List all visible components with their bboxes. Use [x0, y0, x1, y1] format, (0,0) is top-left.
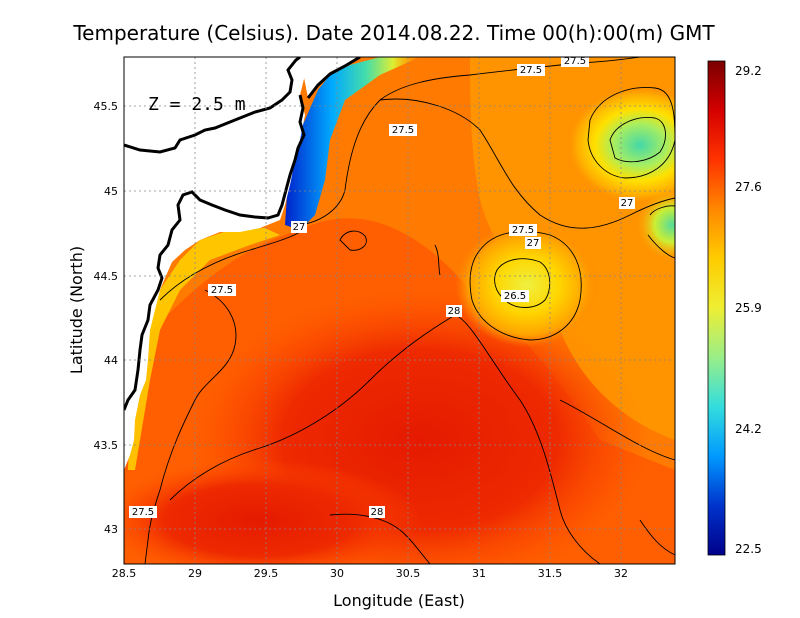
colorbar — [707, 60, 726, 556]
contour-label: 28 — [371, 507, 384, 518]
coastal-upwelling — [285, 57, 420, 230]
contour-label-box — [525, 237, 541, 249]
grid-lines — [124, 57, 675, 564]
plot-frame — [123, 56, 676, 565]
contour-label-box — [369, 506, 385, 518]
colorbar-tick-label: 22.5 — [735, 542, 762, 556]
depth-label: Z = 2.5 m — [148, 94, 246, 115]
contour-label: 27.5 — [132, 507, 154, 518]
contour-label-box — [501, 290, 529, 302]
y-axis-label: Latitude (North) — [67, 246, 86, 374]
coastal-yellow-band — [128, 228, 280, 470]
colorbar-tick-labels: 29.2 27.6 25.9 24.2 22.5 — [735, 64, 762, 556]
contour-label: 26.5 — [504, 291, 526, 302]
x-tick-labels: 28.5 29 29.5 30 30.5 31 31.5 32 — [112, 567, 628, 580]
contour-label: 27 — [293, 222, 306, 233]
contour-label: 27.5 — [512, 225, 534, 236]
y-tick-label: 44 — [104, 354, 118, 367]
contour-label-box — [561, 57, 589, 67]
colorbar-tick-label: 27.6 — [735, 180, 762, 194]
contour-label-box — [389, 124, 417, 136]
x-tick-label: 32 — [614, 567, 628, 580]
contour-label-box — [208, 284, 236, 296]
y-tick-label: 43 — [104, 523, 118, 536]
contour-label: 27.5 — [520, 65, 542, 76]
x-tick-label: 30 — [330, 567, 344, 580]
contour-lines — [144, 57, 675, 564]
contour-label: 27.5 — [392, 125, 414, 136]
contour-label: 27.5 — [564, 56, 586, 67]
contour-label: 28 — [448, 306, 461, 317]
contour-labels: 27.5 27.5 27.5 27 27 27.5 27 26.5 27.5 28 27.5 28 — [129, 56, 635, 518]
x-tick-label: 31.5 — [538, 567, 563, 580]
colorbar-tick-label: 25.9 — [735, 301, 762, 315]
y-tick-label: 43.5 — [94, 439, 119, 452]
x-tick-label: 28.5 — [112, 567, 137, 580]
colorbar-tick-label: 24.2 — [735, 422, 762, 436]
contour-label-box — [517, 64, 545, 76]
contour-label-box — [446, 305, 462, 317]
colorbar-tick-label: 29.2 — [735, 64, 762, 78]
y-tick-labels: 43 43.5 44 44.5 45 45.5 — [94, 100, 119, 536]
contour-label: 27 — [621, 198, 634, 209]
x-tick-label: 31 — [472, 567, 486, 580]
cold-eddy — [455, 223, 599, 347]
map-title: Temperature (Celsius). Date 2014.08.22. … — [72, 21, 715, 45]
contour-label-box — [129, 506, 157, 518]
e-cool-patch — [637, 190, 675, 260]
contour-label: 27.5 — [211, 285, 233, 296]
land-mass — [124, 57, 305, 470]
y-tick-label: 45.5 — [94, 100, 119, 113]
x-tick-label: 29.5 — [254, 567, 279, 580]
contour-label-box — [291, 221, 307, 233]
x-tick-label: 29 — [188, 567, 202, 580]
x-axis-label: Longitude (East) — [333, 591, 465, 610]
ne-cool-patch — [565, 85, 675, 205]
contour-label: 27 — [527, 238, 540, 249]
y-tick-label: 44.5 — [94, 270, 119, 283]
plot-area: 27.5 27.5 27.5 27 27 27.5 27 26.5 27.5 28 27.5 28 — [124, 56, 675, 564]
coastline — [124, 57, 361, 411]
contour-label-box — [509, 224, 537, 236]
x-tick-label: 30.5 — [396, 567, 421, 580]
y-tick-label: 45 — [104, 185, 118, 198]
contour-label-box — [619, 197, 635, 209]
south-warm — [124, 460, 420, 564]
